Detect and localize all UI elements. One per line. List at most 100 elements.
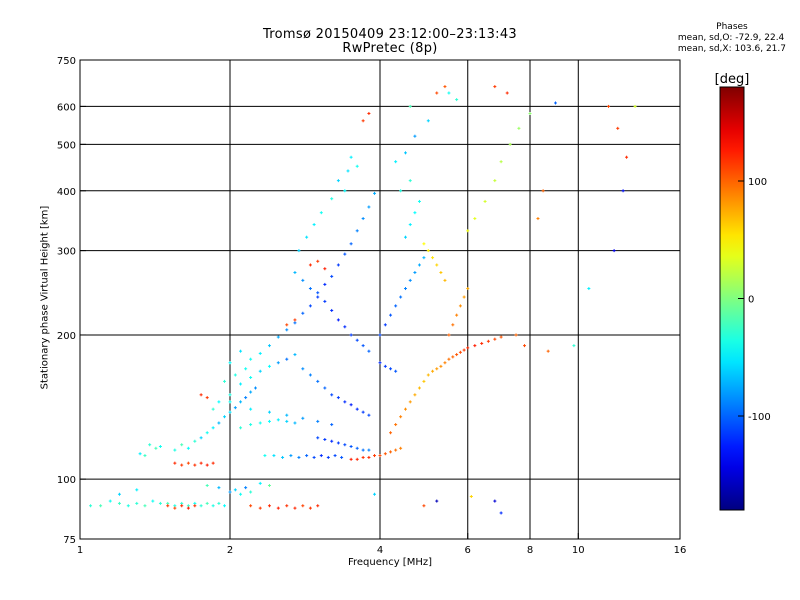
data-point	[293, 271, 297, 275]
data-point	[316, 295, 320, 299]
chart-title: Tromsø 20150409 23:12:00–23:13:43	[262, 27, 518, 42]
data-point	[308, 506, 312, 510]
data-point	[343, 443, 347, 447]
data-point	[173, 506, 177, 510]
data-point	[455, 313, 459, 317]
data-point	[367, 413, 371, 417]
data-point	[413, 393, 417, 397]
data-point	[403, 287, 407, 291]
phase-stats-title: Phases	[716, 22, 748, 32]
data-point	[239, 349, 243, 353]
colorbar: -100 0 100 [deg]	[715, 72, 771, 511]
data-point	[336, 179, 340, 183]
data-point	[572, 344, 576, 348]
data-point	[361, 455, 365, 459]
data-point	[323, 438, 327, 442]
data-point	[447, 91, 451, 95]
data-point	[458, 304, 462, 308]
phase-stats: Phases mean, sd,O: -72.9, 22.4 mean, sd,…	[678, 22, 786, 55]
data-point	[417, 199, 421, 203]
data-point	[389, 450, 393, 454]
data-point	[293, 506, 297, 510]
data-point	[408, 400, 412, 404]
data-point	[135, 501, 139, 505]
data-point	[443, 278, 447, 282]
data-point	[612, 249, 616, 253]
data-point	[228, 410, 232, 414]
data-point	[486, 339, 490, 343]
data-point	[447, 357, 451, 361]
data-point	[455, 98, 459, 102]
data-point	[536, 217, 540, 221]
data-point	[343, 325, 347, 329]
data-point	[186, 506, 190, 510]
data-point	[308, 304, 312, 308]
data-point	[308, 263, 312, 267]
data-point	[217, 421, 221, 425]
data-point	[117, 501, 121, 505]
data-point	[349, 403, 353, 407]
data-point	[443, 361, 447, 365]
data-point	[228, 490, 232, 494]
data-point	[308, 373, 312, 377]
data-point	[293, 421, 297, 425]
data-point	[323, 282, 327, 286]
data-point	[205, 501, 209, 505]
data-point	[333, 454, 337, 458]
data-point	[355, 446, 359, 450]
data-point	[239, 382, 243, 386]
data-point	[272, 454, 276, 458]
x-tick-label: 16	[674, 545, 687, 556]
data-point	[158, 501, 162, 505]
data-point	[138, 452, 142, 456]
data-point	[394, 448, 398, 452]
data-point	[508, 142, 512, 146]
data-point	[166, 504, 170, 508]
data-point	[413, 134, 417, 138]
data-point	[426, 249, 430, 253]
data-point	[633, 104, 637, 108]
data-point	[408, 104, 412, 108]
data-point	[89, 504, 93, 508]
data-point	[361, 410, 365, 414]
data-point	[143, 454, 147, 458]
x-tick-label: 1	[77, 545, 83, 556]
data-point	[211, 426, 215, 430]
data-point	[180, 504, 184, 508]
data-point	[408, 223, 412, 227]
data-point	[361, 344, 365, 348]
data-point	[249, 390, 253, 394]
data-point	[228, 393, 232, 397]
data-point	[326, 455, 330, 459]
data-point	[394, 423, 398, 427]
data-point	[305, 454, 309, 458]
data-point	[493, 337, 497, 341]
data-point	[217, 501, 221, 505]
data-point	[546, 349, 550, 353]
data-point	[408, 278, 412, 282]
data-point	[186, 446, 190, 450]
data-point	[151, 499, 155, 503]
chart-subtitle: RwPretec (8p)	[342, 41, 438, 56]
data-point	[493, 499, 497, 503]
data-point	[361, 217, 365, 221]
data-point	[199, 461, 203, 465]
data-point	[587, 287, 591, 291]
data-point	[205, 463, 209, 467]
data-point	[553, 101, 557, 105]
data-point	[383, 323, 387, 327]
data-point	[435, 499, 439, 503]
data-point	[223, 504, 227, 508]
data-point	[417, 263, 421, 267]
data-point	[285, 504, 289, 508]
data-point	[399, 446, 403, 450]
data-point	[253, 386, 257, 390]
data-point	[389, 367, 393, 371]
data-point	[514, 333, 518, 337]
data-point	[143, 504, 147, 508]
data-point	[499, 511, 503, 515]
data-point	[199, 393, 203, 397]
data-point	[205, 396, 209, 400]
data-point	[316, 436, 320, 440]
data-point	[349, 457, 353, 461]
